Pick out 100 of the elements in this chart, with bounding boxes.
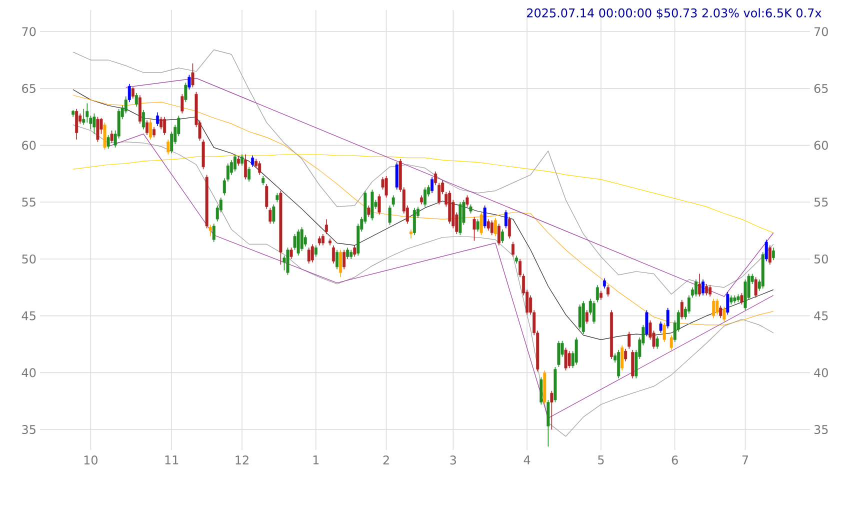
candlestick [191,63,194,88]
candlestick [726,292,730,316]
candlestick [293,234,296,250]
candlestick [550,390,554,430]
x-tick-label: 10 [84,456,98,465]
candlestick [680,300,684,320]
candlestick [564,347,568,371]
y-tick-label: 65 [22,84,36,93]
y-tick-label: 70 [22,27,36,36]
candlestick [268,207,272,224]
candlestick [574,337,578,366]
candlestick [412,207,416,236]
candlestick [768,244,772,266]
candlestick [392,194,395,208]
candlestick [321,234,324,246]
candlestick [662,322,666,342]
y2-tick-label: 35 [814,425,828,434]
y2-tick-label: 70 [814,27,828,36]
candlestick [490,220,494,236]
y2-tick-label: 60 [814,140,828,150]
chart-title: 2025.07.14 00:00:00 $50.73 2.03% vol:6.5K 0.7x [527,8,822,20]
candlestick [694,279,698,297]
candlestick [152,126,156,138]
candlestick [624,348,628,362]
candlestick [276,192,279,203]
y-tick-label: 40 [22,368,36,378]
candlestick [434,171,438,186]
candlestick [722,306,726,322]
y2-tick-label: 65 [814,84,828,93]
candlestick [500,229,504,244]
line-series [72,49,774,295]
y-tick-label: 60 [22,140,36,150]
candlestick [180,94,184,114]
candlestick [472,216,476,242]
candlestick [592,300,596,324]
candlestick [670,334,673,350]
candlestick [346,247,350,260]
candlestick [712,298,716,319]
x-tick-label: 6 [672,456,678,465]
candlestick [350,249,353,260]
candlestick [251,155,254,168]
candlestick [156,112,160,126]
candlestick [620,345,624,371]
y-tick-label: 50 [22,254,36,264]
candlestick [134,92,138,108]
candlestick [258,160,262,176]
candlestick [395,162,398,190]
candlestick [546,400,550,447]
candlestick [212,223,216,242]
candlestick [110,130,114,144]
candlestick [420,194,423,205]
candlestick [557,340,560,368]
candlestick [424,186,426,208]
candlestick [166,139,170,155]
candlestick [240,154,244,166]
candlestick [138,94,142,124]
candlestick [617,350,620,379]
candlestick [160,116,163,130]
candlestick [438,182,441,205]
y2-tick-label: 40 [814,368,828,378]
candlestick [656,336,659,350]
candlestick [666,307,670,329]
candlestick [290,247,293,260]
x-tick-label: 12 [236,456,248,464]
candlestick [262,176,265,186]
candlestick [388,205,392,226]
candlestick [103,122,106,150]
y-tick-label: 35 [22,425,36,434]
candlestick [307,247,310,264]
candlestick [512,242,514,258]
candlestick [384,176,388,198]
candlestick [466,194,469,208]
candlestick [75,108,78,140]
x-tick-label: 11 [165,456,178,464]
x-tick-label: 1 [313,456,319,464]
candlestick [698,273,701,297]
candlestick [146,120,148,136]
candlestick [764,239,768,262]
candlestick [244,154,248,180]
candlestick [286,247,290,276]
y2-tick-label: 50 [814,254,828,264]
candlestick [568,350,571,369]
candlestick [96,116,100,142]
candlestick [596,284,599,303]
candlestick [719,305,722,319]
x-tick-label: 7 [742,456,748,464]
candlestick [705,284,708,296]
candlestick [754,276,758,298]
candlestick [208,224,212,237]
candlestick [367,205,370,218]
candlestick [430,176,434,194]
candlestick [272,204,276,224]
candlestick [740,292,744,305]
candlestick [494,218,497,237]
candlestick [314,244,318,258]
candlestick [353,244,356,258]
candlestick [324,218,328,234]
candlestick [486,218,490,231]
candlestick [480,212,483,236]
candlestick [332,244,335,264]
